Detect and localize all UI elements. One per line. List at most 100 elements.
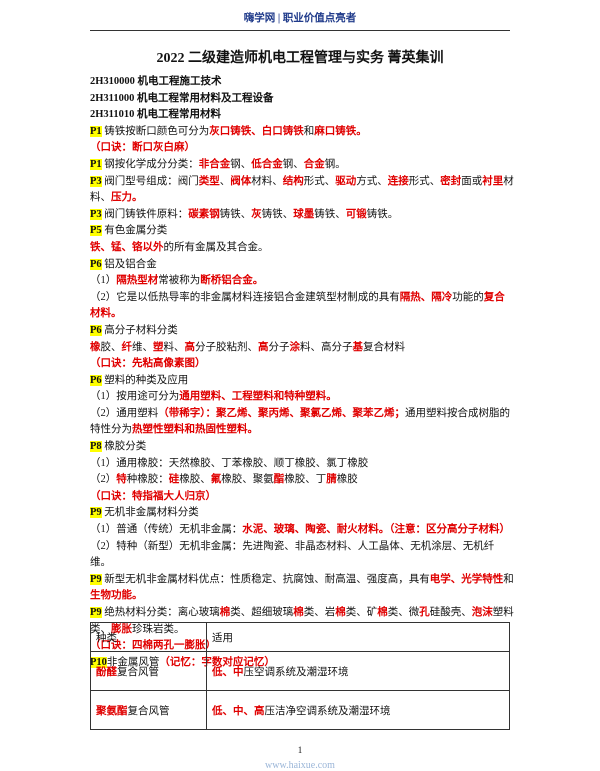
text-run: 涂 — [289, 341, 301, 353]
text-line: （口诀：先粘高像素图） — [90, 356, 514, 373]
text-line: （口诀：特指福大人归京） — [90, 489, 514, 506]
text-run: 铸铁按断口颜色可分为 — [101, 125, 210, 137]
text-run: 类、矿 — [345, 607, 378, 618]
text-run: 钢、 — [282, 158, 304, 170]
text-line: P6 塑料的种类及应用 — [90, 373, 514, 390]
text-line: （1）普通（传统）无机非金属：水泥、玻璃、陶瓷、耐火材料。（注意：区分高分子材料… — [90, 522, 514, 539]
text-run: 衬里 — [482, 175, 504, 187]
text-run: 硅酸壳、 — [429, 607, 472, 618]
text-run: P9 — [90, 607, 102, 618]
text-run: （1） — [90, 275, 117, 287]
text-run: 橡 — [90, 341, 101, 353]
text-run: 方式、 — [356, 175, 388, 187]
table-header-row: 种类 适用 — [90, 622, 510, 652]
text-run: 塑料的种类及应用 — [101, 374, 189, 386]
text-run: P3 — [90, 208, 102, 220]
page-number: 1 — [297, 745, 303, 755]
text-line: P5 有色金属分类 — [90, 223, 514, 240]
text-run: （口诀：特指福大人归京） — [90, 490, 216, 502]
text-run: 通用塑料、工程塑料和特种塑料。 — [179, 391, 337, 403]
text-line: 铁、锰、铬以外的所有金属及其合金。 — [90, 240, 514, 257]
text-run: 类型 — [198, 175, 220, 187]
text-run: 阀门型号组成：阀门 — [101, 175, 199, 187]
text-run: 隔热、隔冷 — [399, 291, 453, 303]
text-run: 的所有金属及其合金。 — [163, 241, 269, 253]
text-run: 种橡胶： — [126, 474, 169, 486]
text-run: 有色金属分类 — [101, 225, 168, 237]
text-run: 棉 — [293, 607, 304, 618]
text-run: 类、超细玻璃 — [230, 607, 294, 618]
text-run: 胶、 — [100, 341, 122, 353]
text-run: 和 — [503, 573, 514, 585]
text-line: （2）它是以低热导率的非金属材料连接铝合金建筑型材制成的具有隔热、隔冷功能的复合… — [90, 290, 514, 323]
text-run: 料、 — [163, 341, 185, 353]
text-run: 麻口铸铁。 — [314, 125, 367, 137]
text-run: （1）普通（传统）无机非金属： — [90, 524, 243, 536]
text-run: 形式、 — [408, 175, 441, 187]
text-run: 酚醛 — [96, 666, 117, 678]
text-line: P8 橡胶分类 — [90, 439, 514, 456]
text-run: 2H310000 机电工程施工技术 — [90, 76, 222, 87]
content: 2H310000 机电工程施工技术 2H311000 机电工程常用材料及工程设备 2… — [90, 74, 514, 671]
table-row: 酚醛复合风管 低、中压空调系统及潮湿环境 — [90, 651, 510, 691]
table: 种类 适用酚醛复合风管 低、中压空调系统及潮湿环境 聚氨酯复合风管 低、中、高压洁净空调… — [90, 622, 510, 730]
text-run: P8 — [90, 441, 102, 453]
text-run: 硅 — [168, 474, 180, 486]
table-row: 聚氨酯复合风管 低、中、高压洁净空调系统及潮湿环境 — [90, 690, 510, 730]
text-run: 驱动 — [335, 175, 357, 187]
text-run: 维、 — [132, 341, 153, 353]
text-run: 橡胶、丁 — [284, 474, 327, 486]
header-cell: 适用 — [206, 622, 510, 652]
text-line: P1 钢按化学成分分类：非合金钢、低合金钢、合金钢。 — [90, 157, 514, 174]
text-run: 酯 — [273, 474, 285, 486]
table-cell: 低、中压空调系统及潮湿环境 — [206, 651, 510, 691]
text-run: 类、微 — [387, 607, 420, 618]
text-run: （带稀字）：聚乙烯、聚丙烯、聚氯乙烯、聚苯乙烯； — [158, 407, 405, 419]
text-run: 灰 — [251, 208, 262, 220]
text-run: 低、中 — [212, 666, 244, 678]
text-line: P9 新型无机非金属材料优点：性质稳定、抗腐蚀、耐高温、强度高，具有电学、光学特… — [90, 572, 514, 605]
text-run: （1）通用橡胶：天然橡胶、丁苯橡胶、顺丁橡胶、氯丁橡胶 — [90, 457, 369, 469]
text-run: （2） — [90, 474, 117, 486]
text-line: P6 高分子材料分类 — [90, 323, 514, 340]
text-line: （2）通用塑料（带稀字）：聚乙烯、聚丙烯、聚氯乙烯、聚苯乙烯；通用塑料按合成树脂… — [90, 406, 514, 439]
text-run: 塑 — [153, 341, 164, 353]
text-run: P6 — [90, 374, 102, 386]
text-run: 纤 — [121, 341, 133, 353]
text-run: 泡沫 — [471, 607, 493, 618]
text-run: 密封 — [440, 175, 462, 187]
text-run: 橡胶分类 — [101, 441, 147, 453]
text-run: 棉 — [377, 607, 388, 618]
text-line: P3 阀门铸铁件原料：碳素钢铸铁、灰铸铁、球墨铸铁、可锻铸铁。 — [90, 207, 514, 224]
text-run: 孔 — [419, 607, 430, 618]
text-line: （2）特种（新型）无机非金属：先进陶瓷、非晶态材料、人工晶体、无机涂层、无机纤维… — [90, 539, 514, 572]
text-line: P1 铸铁按断口颜色可分为灰口铸铁、白口铸铁和麻口铸铁。 — [90, 124, 514, 141]
text-run: 常被称为 — [158, 275, 201, 287]
text-run: 新型无机非金属材料优点：性质稳定、抗腐蚀、耐高温、强度高，具有 — [101, 573, 430, 585]
text-run: 压洁净空调系统及潮湿环境 — [264, 705, 391, 717]
text-run: 形式、 — [303, 175, 336, 187]
text-run: 低合金 — [251, 158, 283, 170]
text-run: 碳素钢 — [188, 208, 220, 220]
text-run: 氟 — [210, 474, 222, 486]
text-run: 腈 — [326, 474, 337, 486]
text-run: 连接 — [387, 175, 409, 187]
text-run: P3 — [90, 175, 102, 187]
text-run: 2H311000 机电工程常用材料及工程设备 — [90, 92, 274, 104]
text-run: 复合材料 — [363, 341, 405, 353]
text-run: 铸铁。 — [366, 208, 399, 220]
text-run: 结构 — [282, 175, 304, 187]
text-run: 合金 — [303, 158, 325, 170]
text-line: 2H310000 机电工程施工技术 — [90, 74, 514, 91]
text-run: 无机非金属材料分类 — [101, 507, 199, 519]
text-run: 钢、 — [230, 158, 252, 170]
text-run: 面或 — [461, 175, 483, 187]
text-run: 电学、光学特性 — [429, 573, 504, 585]
text-run: P6 — [90, 324, 102, 336]
text-run: 基 — [352, 341, 364, 353]
text-run: P1 — [90, 125, 102, 137]
text-run: P9 — [90, 573, 102, 585]
text-run: 料、高分子 — [300, 341, 353, 353]
text-run: 阀体 — [230, 175, 252, 187]
text-run: 复合风管 — [117, 666, 159, 678]
